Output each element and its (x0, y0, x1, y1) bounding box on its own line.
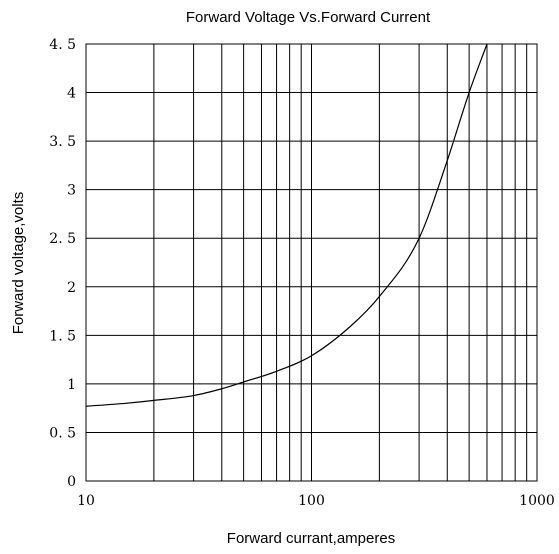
chart-title: Forward Voltage Vs.Forward Current (186, 9, 431, 26)
grid (86, 43, 537, 482)
x-axis-ticks: 10 100 1000 (77, 493, 555, 509)
y-tick-label: 0 (67, 474, 76, 490)
y-tick-label: 4. 5 (49, 37, 76, 53)
y-tick-label: 3. 5 (49, 134, 76, 150)
y-axis-ticks: 0 0. 5 1 1. 5 2 2. 5 3 3. 5 4 4. 5 (49, 37, 76, 490)
plot-frame (85, 43, 538, 482)
y-tick-label: 1. 5 (49, 328, 76, 344)
y-tick-label: 4 (67, 86, 76, 102)
y-tick-label: 1 (67, 377, 76, 393)
y-tick-label: 2. 5 (49, 231, 76, 247)
x-tick-label: 1000 (519, 493, 555, 509)
x-tick-label: 10 (77, 493, 95, 509)
y-tick-label: 3 (67, 183, 76, 199)
x-tick-label: 100 (298, 493, 325, 509)
series-line (85, 43, 488, 407)
y-tick-label: 0. 5 (49, 425, 76, 441)
y-tick-label: 2 (67, 280, 76, 296)
y-axis-label: Forward voltage,volts (10, 192, 27, 335)
x-axis-label: Forward currant,amperes (227, 530, 395, 547)
